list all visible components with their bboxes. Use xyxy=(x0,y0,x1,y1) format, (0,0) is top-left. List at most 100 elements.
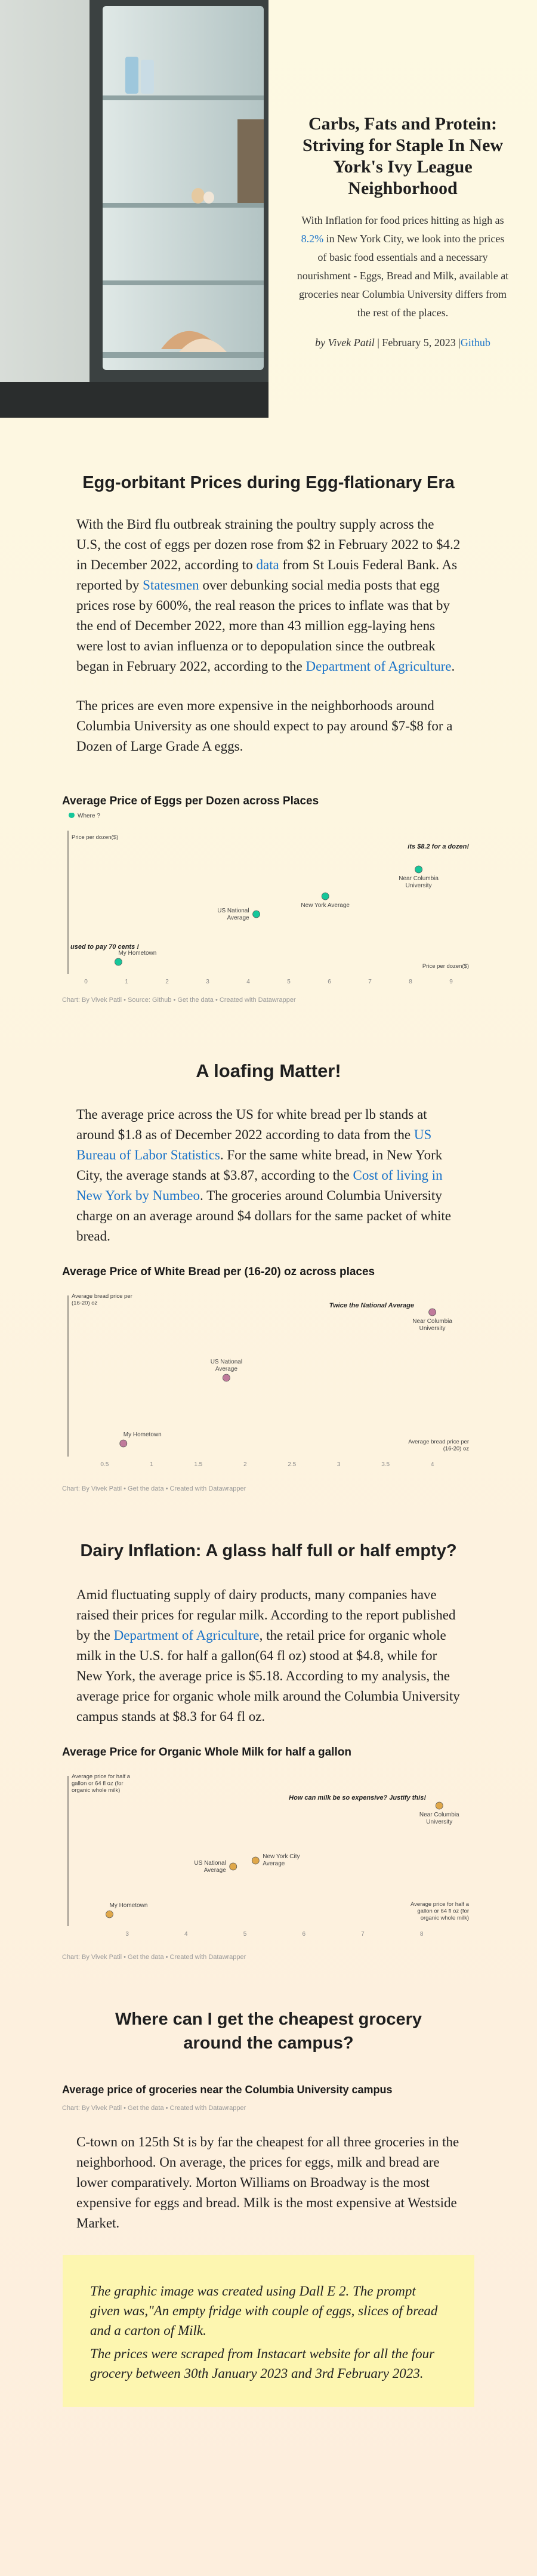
eggs-heading: Egg-orbitant Prices during Egg-flationar… xyxy=(82,473,455,492)
chart-title: Average Price for Organic Whole Milk for… xyxy=(62,1746,351,1759)
x-tick-label: 4 xyxy=(246,979,250,985)
point-label: My Hometown xyxy=(124,1432,162,1438)
text: . The groceries around Columbia Universi… xyxy=(76,1188,451,1244)
point-label: US National Average xyxy=(211,1359,242,1372)
milk-scatter: Average price for half a gallon or 64 fl … xyxy=(67,1773,470,1938)
x-tick-label: 9 xyxy=(449,979,453,985)
author: by Vivek Patil xyxy=(315,337,375,348)
data-point xyxy=(115,958,122,966)
x-tick-label: 6 xyxy=(302,1931,305,1938)
text: The average price across the US for whit… xyxy=(76,1107,427,1142)
article-intro: With Inflation for food prices hitting a… xyxy=(296,211,510,322)
data-point xyxy=(106,1910,113,1918)
x-tick-label: 7 xyxy=(361,1931,365,1938)
milk-heading: Dairy Inflation: A glass half full or ha… xyxy=(80,1541,457,1560)
x-tick-label: 2 xyxy=(165,979,169,985)
note-image: The graphic image was created using Dall… xyxy=(90,2284,438,2338)
point-label: Near Columbia University xyxy=(399,875,439,889)
x-tick-label: 1 xyxy=(125,979,128,985)
x-tick-label: 4 xyxy=(431,1461,434,1468)
annotation: used to pay 70 cents ! xyxy=(70,943,139,951)
x-axis-label: Average price for half a gallon or 64 fl … xyxy=(411,1901,470,1921)
table-footer: Chart: By Vivek Patil • Get the data • C… xyxy=(62,2105,246,2112)
point-label: My Hometown xyxy=(109,1902,147,1909)
agriculture-link[interactable]: Department of Agriculture xyxy=(305,659,452,674)
point-label: My Hometown xyxy=(118,950,156,957)
text: With the Bird flu outbreak straining the… xyxy=(76,517,461,572)
hero: Carbs, Fats and Protein: Striving for St… xyxy=(0,0,537,418)
x-tick-label: 7 xyxy=(368,979,372,985)
data-point xyxy=(222,1374,230,1382)
eggs-chart: Average Price of Eggs per Dozen across P… xyxy=(62,795,475,1004)
point-label: Near Columbia University xyxy=(419,1812,459,1825)
chart-title: Average Price of Eggs per Dozen across P… xyxy=(62,795,319,807)
byline: by Vivek Patil | February 5, 2023 |Githu… xyxy=(296,337,510,349)
x-tick-label: 3 xyxy=(206,979,209,985)
legend-label: Where ? xyxy=(78,813,100,819)
text: . For the same white bread, in New York … xyxy=(76,1147,443,1183)
point-label: US National Average xyxy=(217,908,249,921)
x-axis-label: Price per dozen($) xyxy=(422,963,469,970)
bls-link[interactable]: US Bureau of Labor Statistics xyxy=(76,1127,432,1162)
x-tick-label: 0 xyxy=(84,979,88,985)
milk-paragraph: Amid fluctuating supply of dairy product… xyxy=(76,1585,461,1727)
x-tick-label: 8 xyxy=(420,1931,424,1938)
chart-footer: Chart: By Vivek Patil • Get the data • C… xyxy=(62,1954,246,1961)
agriculture-link-2[interactable]: Department of Agriculture xyxy=(113,1628,260,1643)
groceries-table: Average price of groceries near the Colu… xyxy=(62,2084,475,2112)
x-axis-label: Average bread price per (16-20) oz xyxy=(408,1439,469,1452)
x-tick-label: 2.5 xyxy=(288,1461,296,1468)
x-tick-label: 3 xyxy=(125,1931,129,1938)
data-point xyxy=(415,865,422,874)
annotation: its $8.2 for a dozen! xyxy=(408,843,469,850)
github-link[interactable]: Github xyxy=(460,337,490,348)
fridge-illustration xyxy=(0,0,268,418)
text: Amid fluctuating supply of dairy product… xyxy=(76,1587,456,1643)
chart-title: Average Price of White Bread per (16-20)… xyxy=(62,1266,375,1278)
x-tick-label: 1.5 xyxy=(194,1461,202,1468)
inflation-link[interactable]: 8.2% xyxy=(301,233,324,245)
article-title: Carbs, Fats and Protein: Striving for St… xyxy=(302,114,504,198)
text: from St Louis Federal Bank. As reported … xyxy=(76,557,458,593)
milk-chart: Average Price for Organic Whole Milk for… xyxy=(62,1746,475,1961)
intro-text-cont: in New York City, we look into the price… xyxy=(297,233,509,319)
bread-paragraph: The average price across the US for whit… xyxy=(76,1105,461,1247)
y-axis-label: Price per dozen($) xyxy=(72,834,118,841)
cheapest-heading: Where can I get the cheapest grocery aro… xyxy=(115,2010,422,2053)
bread-heading: A loafing Matter! xyxy=(196,1060,341,1081)
point-label: US National Average xyxy=(194,1860,226,1874)
eggs-scatter: Where ? Price per dozen($) 0 1 2 3 4 5 6 7 8 9 Price… xyxy=(67,813,469,985)
chart-footer: Chart: By Vivek Patil • Get the data • C… xyxy=(62,1485,246,1492)
intro-text: With Inflation for food prices hitting a… xyxy=(301,214,504,226)
eggs-paragraph-2: The prices are even more expensive in th… xyxy=(76,698,453,754)
note-data-source: The prices were scraped from Instacart w… xyxy=(90,2346,435,2381)
x-tick-label: 5 xyxy=(243,1931,247,1938)
x-tick-label: 0.5 xyxy=(100,1461,109,1468)
data-point xyxy=(435,1801,443,1810)
x-tick-label: 5 xyxy=(287,979,291,985)
annotation: How can milk be so expensive? Justify th… xyxy=(289,1794,426,1801)
data-point xyxy=(119,1439,128,1448)
point-label: Near Columbia University xyxy=(412,1318,452,1332)
chart-footer: Chart: By Vivek Patil • Source: Github •… xyxy=(62,997,296,1004)
y-axis-label: Average bread price per (16-20) oz xyxy=(72,1293,132,1307)
y-axis-label: Average price for half a gallon or 64 fl … xyxy=(72,1773,131,1794)
text: . xyxy=(451,659,455,674)
x-tick-label: 2 xyxy=(243,1461,247,1468)
data-point xyxy=(251,1856,260,1865)
legend-marker xyxy=(69,813,75,818)
data-point xyxy=(229,1862,237,1871)
fridge-image xyxy=(0,0,268,418)
text: , the retail price for organic whole mil… xyxy=(76,1628,460,1724)
table-title: Average price of groceries near the Colu… xyxy=(62,2084,393,2096)
x-tick-label: 6 xyxy=(328,979,331,985)
cheapest-paragraph: C-town on 125th St is by far the cheapes… xyxy=(76,2134,459,2231)
point-label: New York Average xyxy=(301,902,350,909)
bread-scatter: Average bread price per (16-20) oz 0.5 1 1.5… xyxy=(67,1293,469,1468)
notes-box: The graphic image was created using Dall… xyxy=(63,2255,474,2407)
fed-data-link[interactable]: data xyxy=(256,557,279,572)
point-label: New York City Average xyxy=(263,1853,300,1867)
numbeo-link[interactable]: Cost of living in New York by Numbeo xyxy=(76,1168,443,1203)
statesmen-link[interactable]: Statesmen xyxy=(143,578,199,593)
eggs-paragraph-1: With the Bird flu outbreak straining the… xyxy=(76,514,461,677)
